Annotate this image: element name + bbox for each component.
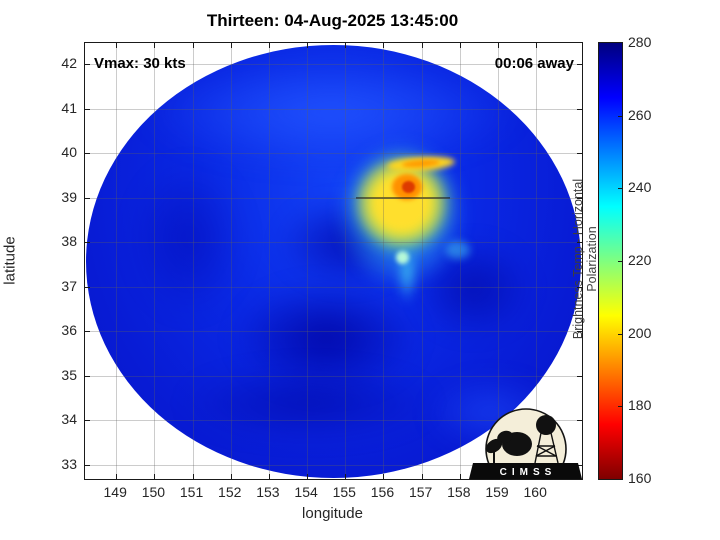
colorbar (598, 42, 623, 480)
colorbar-tick-mark (618, 188, 622, 190)
tail-bright-dot (396, 251, 409, 264)
x-tick-mark (268, 474, 270, 479)
colorbar-ticks (599, 43, 622, 479)
x-tick-mark (154, 474, 156, 479)
colorbar-tick-labels: 280 260 240 220 200 180 160 (628, 34, 678, 486)
colorbar-tick-label: 200 (628, 324, 652, 341)
x-tick-label: 159 (485, 484, 509, 500)
x-tick-label: 153 (256, 484, 280, 500)
colorbar-label: Brightness Temp - Horizontal Polarizatio… (571, 178, 599, 340)
colorbar-tick-mark (618, 261, 622, 262)
x-tick-label: 160 (523, 484, 547, 500)
x-tick-label: 149 (103, 484, 127, 500)
x-tick-mark (536, 43, 538, 48)
colorbar-tick-label: 280 (628, 34, 652, 50)
y-tick-mark (85, 420, 90, 421)
y-tick-label: 42 (61, 55, 77, 71)
x-tick-mark (383, 43, 385, 48)
y-tick-mark (85, 64, 90, 65)
colorbar-tick-label: 160 (628, 470, 652, 486)
y-tick-mark (85, 108, 90, 110)
colorbar-tick-mark (618, 115, 622, 117)
x-tick-mark (116, 474, 118, 479)
x-tick-mark (498, 43, 499, 48)
x-tick-mark (383, 474, 385, 479)
vmax-annotation: Vmax: 30 kts (94, 55, 186, 72)
y-tick-mark (85, 331, 90, 332)
dark-band-patch (181, 367, 436, 439)
scan-line-artifact (356, 197, 450, 199)
x-tick-mark (268, 43, 270, 48)
y-tick-mark (85, 197, 90, 199)
x-tick-mark (192, 474, 194, 479)
y-tick-label: 34 (61, 411, 77, 427)
plot-title: Thirteen: 04-Aug-2025 13:45:00 (206, 11, 459, 30)
small-cyan-patch (446, 241, 470, 259)
logo-text: CIMSS (500, 467, 557, 478)
logo-banner (469, 463, 582, 479)
x-tick-mark (421, 474, 423, 479)
overpass-annotation: 00:06 away (494, 55, 574, 72)
y-tick-label: 36 (61, 322, 77, 338)
x-tick-labels: 149 150 151 152 153 154 155 156 157 158 159 160 (84, 484, 581, 504)
burst-yellow-blob (355, 157, 448, 249)
x-tick-label: 155 (332, 484, 356, 500)
x-tick-mark (459, 474, 461, 479)
y-tick-label: 38 (61, 233, 77, 249)
x-tick-label: 156 (370, 484, 395, 500)
colorbar-tick-mark (618, 406, 622, 408)
y-tick-label: 37 (61, 277, 77, 294)
x-tick-mark (459, 43, 461, 48)
y-tick-mark (577, 64, 582, 65)
swath-image (86, 45, 581, 478)
colorbar-tick-label: 240 (628, 179, 652, 196)
water-tower-sphere (536, 415, 556, 435)
plot-area: Vmax: 30 kts 00:06 away (84, 42, 583, 480)
y-tick-mark (85, 375, 90, 377)
x-tick-label: 154 (294, 484, 318, 500)
x-tick-label: 152 (218, 484, 242, 500)
x-axis-label: longitude (302, 505, 363, 522)
small-dome-icon (497, 430, 513, 444)
colorbar-tick-label: 260 (628, 106, 652, 123)
y-tick-labels: 42 41 40 39 38 37 36 35 34 33 (0, 42, 77, 478)
x-tick-mark (192, 43, 194, 48)
x-tick-label: 158 (447, 484, 471, 500)
colorbar-tick-label: 220 (628, 252, 652, 268)
y-tick-label: 33 (61, 455, 77, 472)
x-tick-label: 150 (141, 484, 166, 500)
y-tick-mark (577, 153, 582, 154)
x-tick-mark (230, 43, 232, 48)
y-tick-label: 41 (61, 99, 77, 116)
cimss-logo: CIMSS (469, 408, 582, 479)
x-tick-label: 157 (408, 484, 433, 500)
y-tick-mark (577, 108, 582, 110)
colorbar-tick-label: 180 (628, 397, 652, 414)
x-tick-mark (154, 43, 156, 48)
burst-red-core (402, 181, 415, 193)
y-tick-mark (577, 375, 582, 377)
x-tick-label: 151 (179, 484, 204, 500)
y-tick-mark (85, 153, 90, 154)
y-axis-label: latitude (1, 236, 19, 285)
satellite-dish-icon (485, 438, 503, 464)
x-tick-mark (230, 474, 232, 479)
colorbar-tick-mark (618, 333, 622, 335)
water-tower-icon (534, 432, 559, 464)
x-tick-mark (421, 43, 423, 48)
dark-band-patch (131, 161, 246, 316)
x-tick-mark (116, 43, 118, 48)
y-tick-label: 35 (61, 366, 77, 383)
light-cloud-band-top (141, 57, 521, 167)
y-tick-label: 40 (61, 144, 77, 160)
y-tick-label: 39 (61, 188, 77, 205)
y-tick-mark (85, 464, 90, 466)
